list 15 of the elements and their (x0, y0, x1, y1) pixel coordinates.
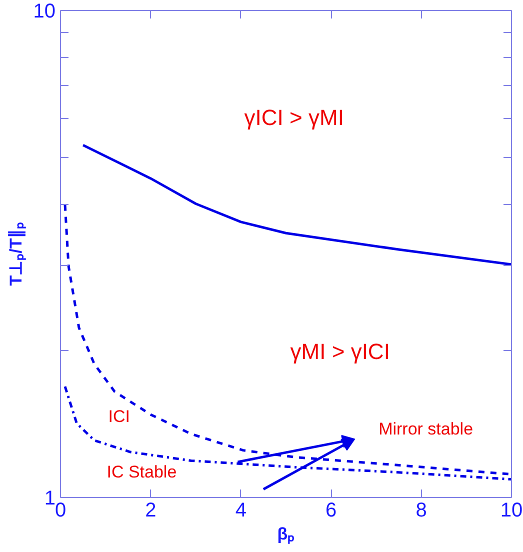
x-tick-label: 10 (500, 500, 523, 522)
annotation: IC Stable (106, 462, 177, 482)
y-tick-label: 1 (44, 488, 56, 510)
x-axis-title: βₚ (277, 524, 295, 544)
x-tick-label: 2 (145, 500, 156, 522)
annotation: ICI (108, 407, 130, 426)
x-tick-label: 0 (54, 500, 66, 522)
x-tick-label: 6 (326, 500, 337, 522)
x-tick-label: 8 (416, 500, 427, 522)
line-series (82, 144, 512, 266)
annotation: γICI > γMI (244, 105, 344, 130)
annotation: Mirror stable (378, 419, 474, 438)
x-tick-label: 4 (235, 500, 246, 522)
y-axis-title: T⊥ₚ/T∥ₚ (6, 222, 26, 286)
annotation: γMI > γICI (290, 338, 390, 364)
